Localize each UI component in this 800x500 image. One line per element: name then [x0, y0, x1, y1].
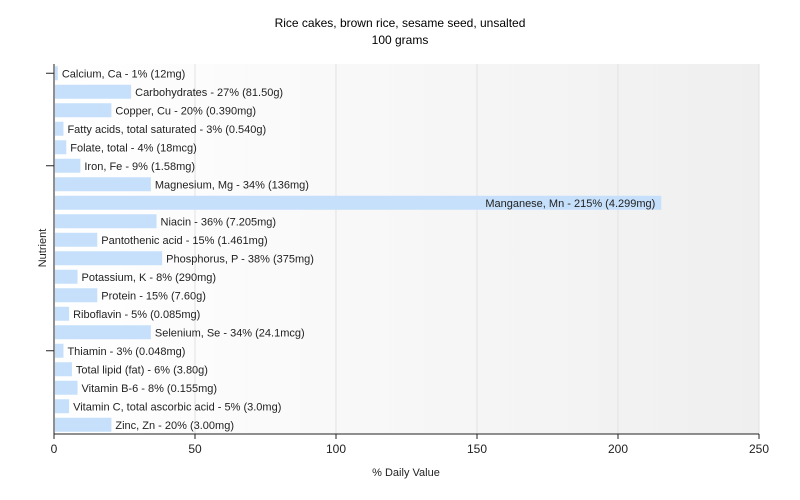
- bar: [55, 121, 64, 136]
- axes: 0 50 100 150 200 250: [46, 64, 769, 456]
- bar-label: Protein - 15% (7.60g): [101, 290, 206, 302]
- bar-label: Folate, total - 4% (18mcg): [70, 142, 197, 154]
- bar-labels: Calcium, Ca - 1% (12mg) Carbohydrates - 2…: [62, 68, 655, 432]
- bars: [55, 66, 662, 432]
- bar-label: Manganese, Mn - 215% (4.299mg): [485, 198, 655, 210]
- bar-label: Phosphorus, P - 38% (375mg): [166, 253, 314, 265]
- bar: [55, 251, 163, 266]
- bar: [55, 269, 78, 284]
- bar: [55, 195, 662, 210]
- bar-label: Thiamin - 3% (0.048mg): [67, 346, 185, 358]
- bar-label: Copper, Cu - 20% (0.390mg): [115, 105, 256, 117]
- bar: [55, 325, 151, 340]
- bar: [55, 417, 112, 432]
- bar-label: Calcium, Ca - 1% (12mg): [62, 68, 185, 80]
- y-axis-title: Nutrient: [37, 229, 49, 268]
- bar: [55, 380, 78, 395]
- x-tick-label: 0: [51, 442, 58, 456]
- bar-label: Iron, Fe - 9% (1.58mg): [84, 161, 195, 173]
- chart-title: Rice cakes, brown rice, sesame seed, uns…: [274, 16, 526, 30]
- bar-label: Magnesium, Mg - 34% (136mg): [155, 179, 309, 191]
- bar-label: Carbohydrates - 27% (81.50g): [135, 87, 283, 99]
- x-tick-label: 150: [467, 442, 487, 456]
- bar: [55, 343, 64, 358]
- bar-label: Riboflavin - 5% (0.085mg): [73, 309, 200, 321]
- bar: [55, 362, 72, 377]
- bar-label: Potassium, K - 8% (290mg): [82, 272, 217, 284]
- bar-label: Zinc, Zn - 20% (3.00mg): [115, 420, 234, 432]
- grid-lines: [194, 64, 760, 434]
- bar: [55, 399, 70, 414]
- bar: [55, 214, 157, 229]
- x-tick-label: 50: [188, 442, 202, 456]
- bar: [55, 84, 132, 99]
- bar-label: Niacin - 36% (7.205mg): [161, 216, 277, 228]
- bar: [55, 177, 151, 192]
- bar: [55, 232, 98, 247]
- bar-label: Vitamin B-6 - 8% (0.155mg): [82, 383, 218, 395]
- plot-area: [54, 64, 759, 434]
- bar-label: Total lipid (fat) - 6% (3.80g): [76, 364, 208, 376]
- x-tick-label: 200: [608, 442, 628, 456]
- bar-label: Vitamin C, total ascorbic acid - 5% (3.0…: [73, 401, 281, 413]
- chart-subtitle: 100 grams: [371, 33, 429, 47]
- bar-label: Pantothenic acid - 15% (1.461mg): [101, 235, 267, 247]
- bar: [55, 140, 67, 155]
- x-tick-label: 100: [326, 442, 346, 456]
- plot-background: [54, 64, 759, 434]
- bar-label: Selenium, Se - 34% (24.1mcg): [155, 327, 305, 339]
- bar: [55, 288, 98, 303]
- bar: [55, 66, 58, 81]
- bar: [55, 103, 112, 118]
- bar: [55, 158, 81, 173]
- bar: [55, 306, 70, 321]
- x-axis-title: % Daily Value: [372, 467, 440, 479]
- bar-label: Fatty acids, total saturated - 3% (0.540…: [67, 124, 266, 136]
- x-tick-label: 250: [749, 442, 769, 456]
